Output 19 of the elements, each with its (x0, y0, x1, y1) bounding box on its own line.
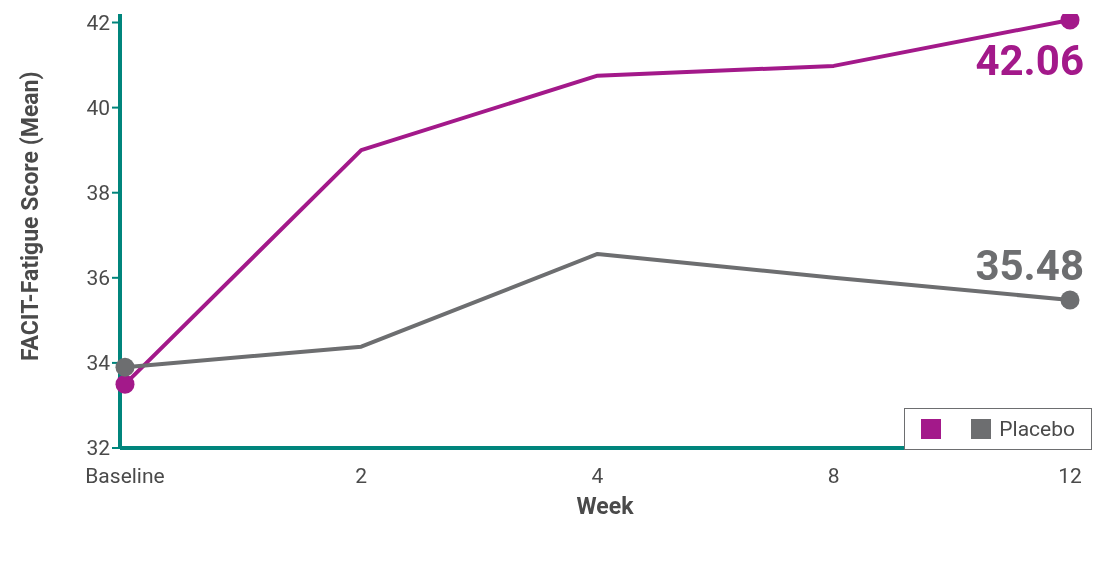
legend-label: Placebo (999, 417, 1075, 441)
x-tick-label: 4 (591, 463, 604, 488)
data-label: 42.06 (975, 35, 1084, 85)
x-tick-label: 2 (355, 463, 368, 488)
data-label: 35.48 (975, 240, 1084, 290)
x-tick-label: 12 (1058, 463, 1082, 488)
y-tick-label: 40 (86, 96, 110, 121)
x-tick-label: Baseline (85, 463, 165, 488)
y-axis-title: FACIT-Fatigue Score (Mean) (17, 71, 45, 361)
y-tick-label: 32 (86, 436, 111, 461)
x-axis-title: Week (576, 493, 635, 520)
point (115, 374, 135, 394)
x-tick-label: 8 (827, 463, 840, 488)
y-tick-label: 34 (86, 351, 111, 376)
point (1060, 290, 1080, 310)
y-tick-label: 42 (86, 10, 111, 35)
y-tick-label: 38 (86, 181, 110, 206)
y-tick-label: 36 (86, 266, 110, 291)
point (115, 357, 135, 377)
